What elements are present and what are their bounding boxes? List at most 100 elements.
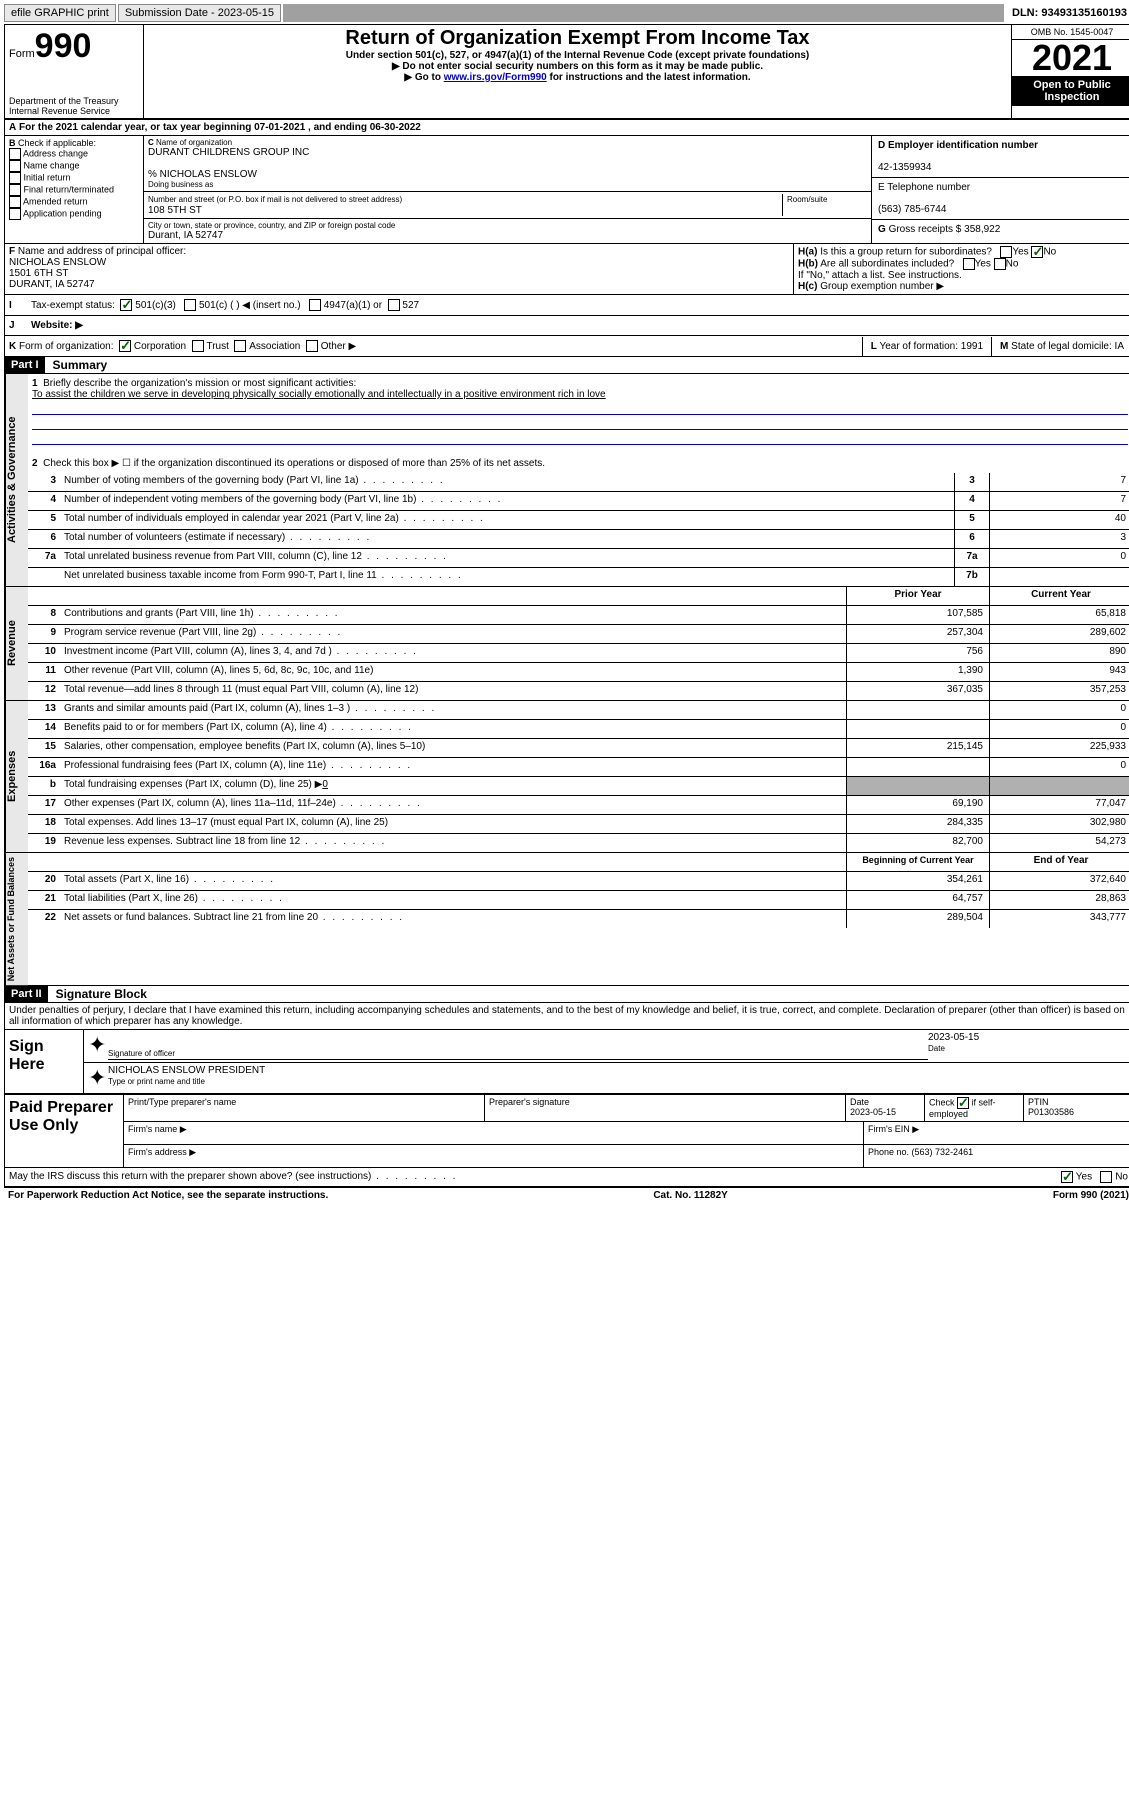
firm-phone: Phone no. (563) 732-2461 [864, 1145, 1129, 1167]
part-i-label: Part I [5, 357, 45, 373]
c11: 943 [989, 663, 1129, 681]
l16b-val: 0 [322, 779, 328, 790]
line9: Program service revenue (Part VIII, line… [60, 625, 846, 643]
yes-label: Yes [1012, 247, 1028, 258]
line16b: Total fundraising expenses (Part IX, col… [60, 777, 846, 795]
hb-no[interactable] [994, 258, 1006, 270]
h-beg: Beginning of Current Year [846, 853, 989, 871]
ha-yes[interactable] [1000, 246, 1012, 258]
section-revenue: Revenue bPrior YearCurrent Year 8Contrib… [4, 587, 1129, 701]
ein-label: Employer identification number [888, 140, 1038, 151]
penalties-text: Under penalties of perjury, I declare th… [5, 1003, 1129, 1030]
v5: 40 [989, 511, 1129, 529]
ptin-value: P01303586 [1028, 1107, 1074, 1117]
form-header: Form990 Department of the Treasury Inter… [4, 24, 1129, 120]
b22: 289,504 [846, 910, 989, 928]
line19: Revenue less expenses. Subtract line 18 … [60, 834, 846, 852]
pp-self-emp: Check if self-employed [925, 1095, 1024, 1121]
check-other[interactable] [306, 340, 318, 352]
check-self-emp[interactable] [957, 1097, 969, 1109]
form-subtitle: Under section 501(c), 527, or 4947(a)(1)… [152, 50, 1003, 61]
check-final[interactable] [9, 184, 21, 196]
tab-revenue: Revenue [5, 587, 28, 700]
check-corp[interactable] [119, 340, 131, 352]
c10: 890 [989, 644, 1129, 662]
state-domicile: State of legal domicile: IA [1011, 341, 1124, 352]
b-opt-pending: Application pending [23, 208, 102, 218]
check-address[interactable] [9, 148, 21, 160]
sign-date: 2023-05-15 [928, 1032, 979, 1043]
phone-value: (563) 785-6744 [878, 204, 946, 215]
officer-name: NICHOLAS ENSLOW [9, 257, 106, 268]
h-current: Current Year [989, 587, 1129, 605]
check-501c[interactable] [184, 299, 196, 311]
check-527[interactable] [388, 299, 400, 311]
c8: 65,818 [989, 606, 1129, 624]
check-501c3[interactable] [120, 299, 132, 311]
c16a: 0 [989, 758, 1129, 776]
ptin-label: PTIN [1028, 1097, 1049, 1107]
c16b-shaded [989, 777, 1129, 795]
may-discuss: May the IRS discuss this return with the… [9, 1171, 457, 1183]
efile-button[interactable]: efile GRAPHIC print [4, 4, 116, 22]
line18: Total expenses. Add lines 13–17 (must eq… [60, 815, 846, 833]
opt-501c: 501(c) ( ) ◀ (insert no.) [199, 300, 301, 311]
discuss-no[interactable] [1100, 1171, 1112, 1183]
check-name[interactable] [9, 160, 21, 172]
check-pending[interactable] [9, 208, 21, 220]
phone-label: Telephone number [887, 182, 970, 193]
c12: 357,253 [989, 682, 1129, 700]
mission-blank1 [32, 402, 1128, 415]
mission-blank3 [32, 432, 1128, 445]
row-a: A For the 2021 calendar year, or tax yea… [4, 120, 1129, 136]
form990-link[interactable]: www.irs.gov/Form990 [444, 72, 547, 83]
c-name-label: Name of organization [156, 138, 232, 147]
footer-right: Form 990 (2021) [1053, 1190, 1129, 1201]
check-amended[interactable] [9, 196, 21, 208]
pp-date-label: Date [850, 1097, 869, 1107]
firm-name-label: Firm's name ▶ [124, 1122, 864, 1144]
line13: Grants and similar amounts paid (Part IX… [60, 701, 846, 719]
c9: 289,602 [989, 625, 1129, 643]
dba-label: Doing business as [148, 180, 867, 189]
p8: 107,585 [846, 606, 989, 624]
line20: Total assets (Part X, line 16) [60, 872, 846, 890]
ha-no[interactable] [1031, 246, 1043, 258]
org-name: DURANT CHILDRENS GROUP INC [148, 147, 867, 158]
line14: Benefits paid to or for members (Part IX… [60, 720, 846, 738]
e22: 343,777 [989, 910, 1129, 928]
p19: 82,700 [846, 834, 989, 852]
submission-date: Submission Date - 2023-05-15 [118, 4, 281, 22]
p13 [846, 701, 989, 719]
opt-trust: Trust [206, 341, 228, 352]
line7b: Net unrelated business taxable income fr… [60, 568, 954, 586]
open-inspection: Open to Public Inspection [1012, 76, 1129, 106]
discuss-yes[interactable] [1061, 1171, 1073, 1183]
toolbar-strip [283, 4, 1004, 22]
line3: Number of voting members of the governin… [60, 473, 954, 491]
col-c: C Name of organization DURANT CHILDRENS … [144, 136, 871, 243]
part-ii-label: Part II [5, 986, 48, 1002]
h-note: If "No," attach a list. See instructions… [798, 270, 962, 281]
pp-sig-label: Preparer's signature [485, 1095, 846, 1121]
b-opt-name: Name change [24, 160, 80, 170]
row-k: K Form of organization: Corporation Trus… [4, 336, 1129, 357]
check-trust[interactable] [192, 340, 204, 352]
p16a [846, 758, 989, 776]
hb-yes[interactable] [963, 258, 975, 270]
line17: Other expenses (Part IX, column (A), lin… [60, 796, 846, 814]
check-4947[interactable] [309, 299, 321, 311]
paid-preparer: Paid Preparer Use Only Print/Type prepar… [5, 1093, 1129, 1167]
v3: 7 [989, 473, 1129, 491]
year-formation: Year of formation: 1991 [879, 341, 983, 352]
line1-label: Briefly describe the organization's miss… [43, 378, 356, 389]
footer: For Paperwork Reduction Act Notice, see … [4, 1187, 1129, 1203]
c13: 0 [989, 701, 1129, 719]
form-num: 990 [35, 27, 92, 65]
care-of: % NICHOLAS ENSLOW [148, 169, 867, 180]
check-initial[interactable] [9, 172, 21, 184]
line8: Contributions and grants (Part VIII, lin… [60, 606, 846, 624]
hc-text: Group exemption number ▶ [820, 281, 944, 292]
section-governance: Activities & Governance 1 Briefly descri… [4, 374, 1129, 587]
check-assoc[interactable] [234, 340, 246, 352]
